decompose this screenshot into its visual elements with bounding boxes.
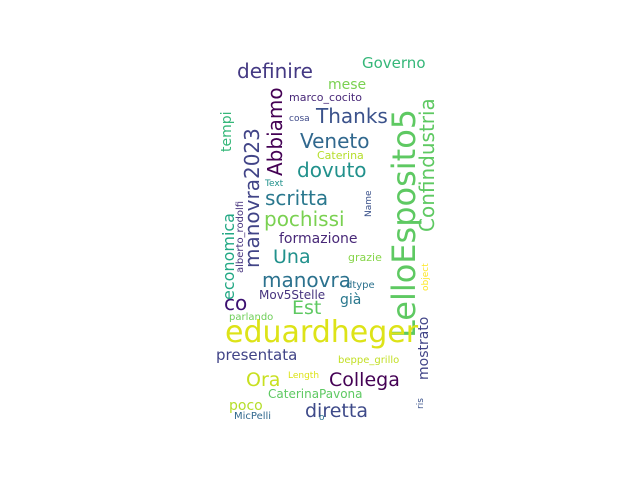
word-Thanks: Thanks xyxy=(316,104,388,128)
word-beppe_grillo: beppe_grillo xyxy=(338,355,400,366)
word-Abbiamo: Abbiamo xyxy=(263,87,287,176)
word-tempi: tempi xyxy=(219,111,235,152)
word-grazie: grazie xyxy=(348,251,382,264)
word-o: o xyxy=(319,413,325,423)
word-dovuto: dovuto xyxy=(297,158,367,182)
word-co: co xyxy=(224,291,248,315)
word-dtype: dtype xyxy=(346,280,375,291)
word-Una: Una xyxy=(273,246,311,268)
word-Governo: Governo xyxy=(362,54,426,72)
word-alberto_rodolfi: alberto_rodolfi xyxy=(235,200,246,273)
word-manovra: manovra xyxy=(262,268,351,292)
word-object: object xyxy=(421,263,431,291)
word-pochissi: pochissi xyxy=(264,207,345,231)
word-definire: definire xyxy=(237,59,313,83)
word-Est: Est xyxy=(292,297,322,319)
word-scritta: scritta xyxy=(265,186,329,210)
word-Mov5Stelle: Mov5Stelle xyxy=(259,288,326,302)
word-formazione: formazione xyxy=(279,231,358,247)
word-poco: poco xyxy=(229,398,263,414)
word-Confindustria: Confindustria xyxy=(415,98,439,232)
word-marco_cocito: marco_cocito xyxy=(289,91,362,104)
word-Ora: Ora xyxy=(246,369,281,391)
word-Collega: Collega xyxy=(329,369,400,391)
word-Name: Name xyxy=(364,190,374,217)
word-mostrato: mostrato xyxy=(416,316,432,380)
word-cosa: cosa xyxy=(289,114,310,124)
word-Veneto: Veneto xyxy=(300,129,370,153)
word-CaterinaPavona: CaterinaPavona xyxy=(268,387,363,401)
word-ris: ris xyxy=(416,398,426,409)
word-presentata: presentata xyxy=(216,346,298,364)
word-Length: Length xyxy=(288,371,320,381)
word-Text: Text xyxy=(265,179,284,189)
word-Caterina: Caterina xyxy=(317,149,364,162)
word-diretta: diretta xyxy=(305,400,368,422)
word-parlando: parlando xyxy=(229,312,274,323)
word-MicPelli: MicPelli xyxy=(234,411,272,422)
word-già: già xyxy=(340,292,362,308)
word-mese: mese xyxy=(328,77,367,93)
word-eduardheger: eduardheger xyxy=(225,315,419,350)
